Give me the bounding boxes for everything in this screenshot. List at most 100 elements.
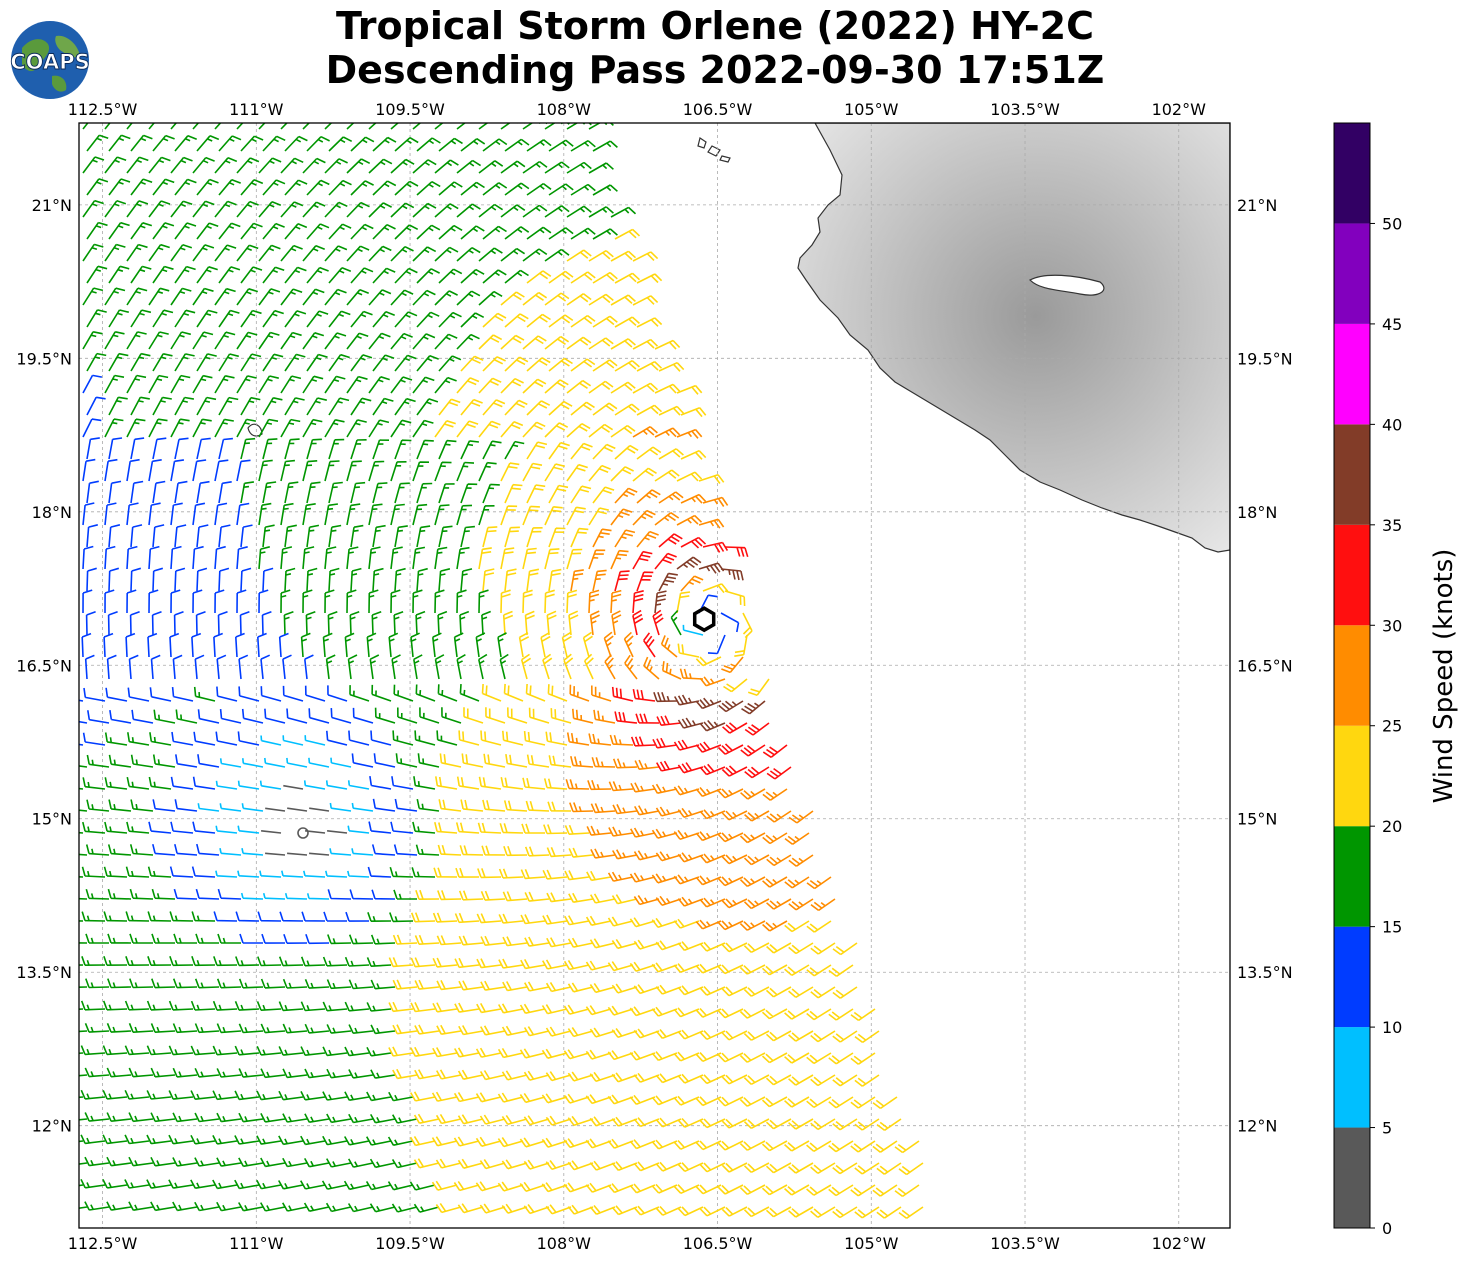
wind-barb: [234, 1179, 260, 1190]
wind-barb: [370, 1024, 396, 1035]
wind-barb: [347, 780, 370, 790]
wind-barb: [673, 963, 700, 974]
wind-barb: [500, 377, 524, 394]
wind-barb: [109, 709, 132, 724]
wind-barb: [126, 545, 138, 570]
wind-barb: [548, 568, 562, 592]
wind-barb: [194, 1157, 220, 1167]
wind-barb: [392, 1068, 418, 1080]
wind-barb: [260, 1202, 286, 1212]
wind-barb: [148, 418, 168, 438]
lat-label-right: 16.5°N: [1237, 656, 1293, 675]
wind-barb: [148, 374, 169, 394]
wind-barb: [739, 1096, 766, 1107]
wind-barb: [743, 986, 770, 997]
wind-barb: [371, 889, 396, 900]
wind-barb: [239, 611, 250, 636]
wind-barb: [324, 123, 333, 130]
wind-barb: [482, 799, 506, 812]
wind-barb: [305, 610, 316, 636]
wind-barb: [568, 610, 579, 636]
wind-barb: [86, 309, 107, 328]
wind-barb: [548, 527, 566, 548]
wind-barb: [304, 654, 314, 680]
wind-barb: [434, 290, 458, 306]
wind-barb: [329, 802, 352, 812]
wind-barb: [175, 754, 198, 768]
wind-barb: [501, 1159, 528, 1170]
wind-barb: [368, 460, 385, 482]
wind-barb: [346, 460, 362, 482]
wind-barb: [234, 1090, 260, 1101]
wind-barb: [588, 549, 606, 570]
wind-barb: [438, 311, 462, 328]
wind-barb: [695, 963, 722, 974]
wind-barb: [240, 567, 252, 592]
wind-barb: [368, 376, 390, 394]
wind-barb: [854, 1118, 880, 1131]
wind-barb: [543, 824, 568, 835]
wind-barb: [287, 852, 308, 856]
lat-label-right: 12°N: [1237, 1117, 1277, 1136]
wind-barb: [436, 980, 462, 991]
wind-barb: [828, 1008, 854, 1021]
wind-barb: [629, 1183, 656, 1194]
wind-barb: [214, 200, 237, 218]
wind-barb: [219, 758, 242, 768]
lon-label-top: 103.5°W: [990, 100, 1060, 119]
colorbar: [1333, 122, 1371, 1229]
wind-barb: [673, 918, 700, 929]
wind-barb: [79, 920, 84, 922]
wind-barb: [463, 707, 484, 724]
wind-barb: [478, 461, 497, 482]
wind-barb: [265, 807, 286, 812]
wind-barb: [84, 1112, 110, 1122]
wind-barb: [306, 524, 320, 548]
wind-barb: [196, 135, 220, 152]
wind-barb: [262, 222, 285, 240]
wind-barb: [126, 821, 150, 834]
wind-barb: [563, 959, 590, 971]
wind-barb: [702, 583, 729, 594]
wind-barb: [416, 137, 441, 152]
wind-barb: [241, 848, 264, 856]
wind-barb: [518, 632, 530, 658]
wind-barb: [806, 964, 832, 977]
wind-barb: [170, 776, 194, 790]
lon-label-bottom: 111°W: [229, 1234, 284, 1253]
wind-barb: [235, 911, 260, 922]
wind-barb: [306, 567, 318, 592]
wind-barb: [524, 610, 535, 636]
wind-barb: [412, 419, 434, 438]
wind-barb: [455, 867, 480, 878]
wind-barb: [501, 1203, 528, 1214]
wind-barb: [260, 1157, 286, 1168]
wind-barb: [721, 810, 748, 821]
wind-barb: [388, 1091, 414, 1102]
wind-barb: [634, 759, 660, 770]
wind-barb: [280, 375, 302, 394]
wind-barb: [82, 331, 103, 350]
wind-barb: [655, 940, 682, 951]
wind-barb: [607, 1005, 634, 1016]
colorbar-tick-label: 20: [1382, 817, 1402, 836]
wind-barb: [633, 984, 660, 995]
wind-barb: [717, 832, 744, 843]
wind-barb: [541, 1004, 568, 1015]
wind-barb: [368, 123, 377, 130]
wind-barb: [83, 687, 106, 702]
wind-barb: [504, 568, 517, 592]
wind-barb: [324, 375, 346, 394]
wind-barb: [374, 707, 396, 724]
wind-barb: [434, 546, 448, 570]
wind-barb: [300, 1135, 326, 1146]
wind-barb: [724, 546, 749, 558]
wind-barb: [172, 1023, 198, 1034]
wind-barb: [304, 1158, 330, 1168]
wind-barb: [456, 461, 475, 482]
graticule: [79, 123, 1230, 1228]
wind-barb: [79, 1118, 88, 1121]
wind-barb: [651, 1139, 678, 1150]
wind-barb: [390, 245, 414, 262]
